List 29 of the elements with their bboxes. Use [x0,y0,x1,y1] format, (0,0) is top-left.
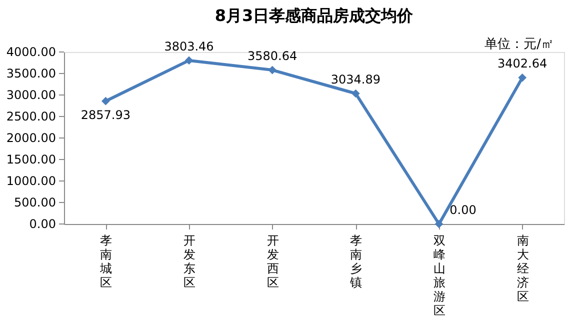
chart-title: 8月3日孝感商品房成交均价 [214,6,414,25]
data-label: 3580.64 [248,49,298,64]
y-tick-label: 0.00 [29,217,56,231]
point [518,74,527,82]
point [351,89,360,98]
y-tick-label: 4000.00 [6,45,56,59]
data-label: 3034.89 [330,72,380,86]
data-label: 3803.46 [164,39,214,54]
y-tick-label: 2500.00 [6,110,56,124]
x-tick-label: 开发东区 [184,234,196,290]
point [184,56,194,65]
point [268,66,277,74]
data-label: 0.00 [450,203,476,217]
data-label: 2857.93 [80,108,130,122]
point [434,220,444,228]
x-tick-label: 孝南乡镇 [349,234,362,290]
y-tick-label: 2000.00 [6,131,56,145]
y-tick-label: 1500.00 [6,152,56,166]
x-tick-label: 孝南城区 [99,234,112,290]
x-tick-label: 南大经济区 [516,234,529,304]
x-tick-label: 双峰山旅游区 [434,234,446,318]
data-label: 3402.64 [498,56,548,71]
point [101,96,110,106]
annotation: 单位：元/㎡ [484,37,554,52]
y-tick-label: 1000.00 [6,174,56,188]
x-tick-label: 开发西区 [266,234,279,290]
y-tick-label: 500.00 [14,196,56,210]
y-tick-label: 3500.00 [6,66,56,80]
y-tick-label: 3000.00 [6,88,56,102]
